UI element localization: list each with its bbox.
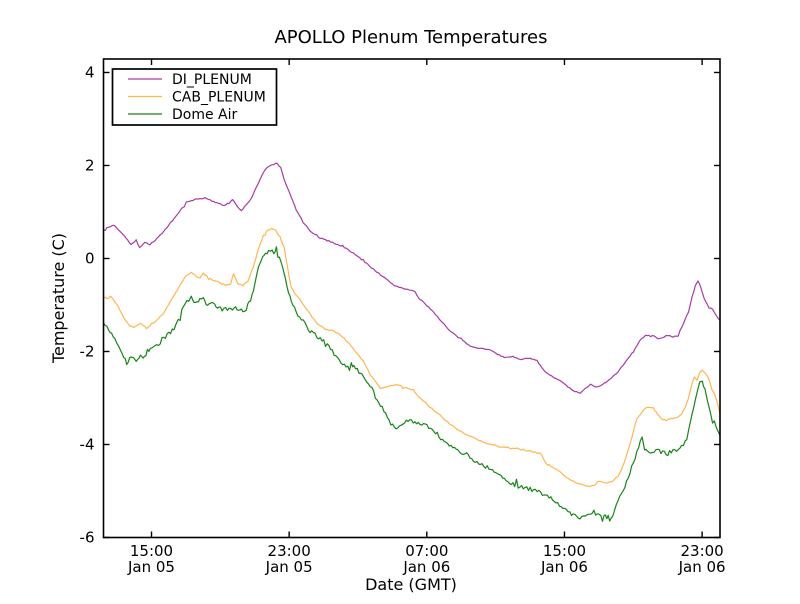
y-tick-label: -2 (80, 342, 95, 360)
chart-title: APOLLO Plenum Temperatures (274, 27, 547, 48)
x-tick-label-date: Jan 06 (540, 558, 588, 576)
x-tick-label-time: 15:00 (543, 542, 586, 560)
x-tick-label-date: Jan 05 (265, 558, 313, 576)
legend-label: Dome Air (172, 107, 238, 123)
series-line-cab-plenum (103, 228, 720, 488)
x-tick-label-time: 15:00 (130, 542, 173, 560)
series-line-dome-air (103, 246, 720, 522)
plot-series-layer (103, 162, 720, 522)
plot-border (102, 58, 721, 539)
y-axis-label: Temperature (C) (49, 233, 68, 364)
series-line-di-plenum (103, 162, 720, 394)
x-tick-label-date: Jan 06 (678, 558, 726, 576)
y-tick-label: 2 (85, 156, 95, 174)
legend-label: DI_PLENUM (172, 72, 252, 88)
x-tick-label-date: Jan 05 (127, 558, 175, 576)
x-tick-label-time: 23:00 (268, 542, 311, 560)
legend-label: CAB_PLENUM (172, 90, 266, 106)
y-tick-label: 4 (85, 63, 95, 81)
x-tick-label-time: 07:00 (405, 542, 448, 560)
x-tick-label-time: 23:00 (680, 542, 723, 560)
x-tick-label-date: Jan 06 (402, 558, 450, 576)
x-axis-label: Date (GMT) (365, 575, 457, 594)
y-tick-label: -4 (80, 435, 95, 453)
y-tick-label: 0 (85, 249, 95, 267)
y-tick-label: -6 (80, 529, 95, 547)
